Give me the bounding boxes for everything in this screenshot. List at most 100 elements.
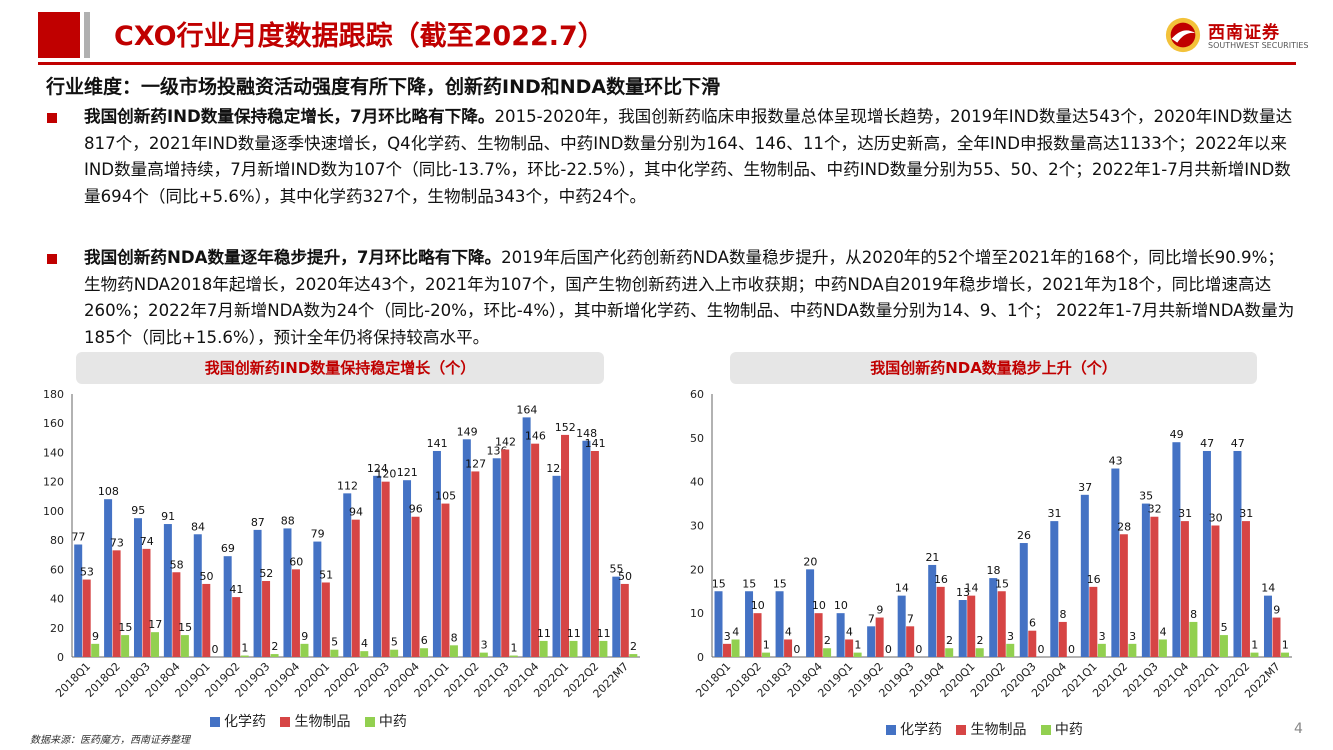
bar-化学药-2021Q1 (432, 450, 441, 657)
bullet-marker-icon (47, 254, 57, 264)
bar-生物制品-2020Q3 (1028, 630, 1037, 657)
data-label: 16 (934, 573, 948, 586)
bar-化学药-2019Q2 (223, 556, 232, 657)
y-tick-label: 160 (43, 417, 64, 430)
data-label: 3 (481, 639, 488, 652)
ind-legend: 化学药 生物制品 中药 (200, 711, 407, 731)
bar-化学药-2022M7 (612, 576, 621, 657)
bar-化学药-2020Q1 (313, 541, 322, 657)
data-label: 10 (751, 599, 765, 612)
bar-生物制品-2022M7 (620, 583, 629, 657)
data-label: 1 (854, 639, 861, 652)
bar-化学药-2020Q4 (403, 480, 412, 657)
legend-label-bio: 生物制品 (970, 722, 1027, 738)
bar-化学药-2020Q3 (373, 475, 382, 657)
bar-中药-2018Q4 (823, 648, 832, 657)
data-label: 11 (567, 627, 581, 640)
bar-中药-2020Q1 (975, 648, 984, 657)
data-label: 121 (397, 466, 418, 479)
bar-生物制品-2022Q1 (1211, 525, 1220, 657)
data-label: 2 (630, 640, 637, 653)
bar-中药-2021Q4 (1189, 621, 1198, 657)
data-label: 32 (1148, 503, 1162, 516)
bar-生物制品-2019Q4 (291, 569, 300, 657)
data-label: 0 (793, 643, 800, 656)
data-label: 60 (289, 555, 303, 568)
data-label: 1 (510, 642, 517, 655)
bar-化学药-2022Q1 (1202, 450, 1211, 657)
bullet-nda-text: 2019年后国产化药创新药NDA数量稳步提升，从2020年的52个增至2021年… (84, 248, 1295, 347)
data-label: 9 (876, 604, 883, 617)
bar-生物制品-2018Q4 (814, 613, 823, 657)
bar-化学药-2018Q4 (163, 524, 172, 657)
data-label: 108 (98, 485, 119, 498)
legend-label-bio: 生物制品 (294, 714, 351, 730)
data-label: 8 (1190, 608, 1197, 621)
data-label: 9 (92, 630, 99, 643)
data-label: 0 (885, 643, 892, 656)
data-label: 1 (763, 639, 770, 652)
data-label: 2 (271, 640, 278, 653)
bar-生物制品-2020Q1 (967, 595, 976, 657)
bar-化学药-2019Q1 (836, 613, 845, 657)
y-tick-label: 50 (690, 432, 704, 445)
bar-化学药-2018Q3 (133, 518, 142, 657)
bar-化学药-2018Q1 (714, 591, 723, 657)
data-label: 3 (724, 630, 731, 643)
y-tick-label: 80 (50, 534, 64, 547)
data-label: 6 (1029, 617, 1036, 630)
bar-生物制品-2020Q1 (321, 582, 330, 657)
data-label: 51 (319, 568, 333, 581)
bar-化学药-2022M7 (1263, 595, 1272, 657)
bar-中药-2020Q2 (360, 651, 369, 657)
bar-中药-2022Q1 (1219, 635, 1228, 657)
bar-中药-2021Q1 (449, 645, 458, 657)
data-label: 87 (251, 516, 265, 529)
data-label: 16 (1087, 573, 1101, 586)
logo-emblem-icon (1165, 17, 1201, 53)
bar-生物制品-2020Q4 (1058, 621, 1067, 657)
bar-生物制品-2021Q2 (471, 471, 480, 657)
y-tick-label: 20 (690, 563, 704, 576)
data-label: 105 (435, 490, 456, 503)
data-label: 21 (925, 551, 939, 564)
data-label: 124 (367, 462, 388, 475)
data-label: 95 (131, 504, 145, 517)
header-divider (38, 62, 1296, 65)
data-label: 0 (915, 643, 922, 656)
data-label: 1 (241, 642, 248, 655)
bar-中药-2021Q3 (509, 655, 518, 657)
bar-化学药-2020Q2 (989, 578, 998, 657)
data-label: 2 (824, 634, 831, 647)
bar-化学药-2022Q1 (552, 475, 561, 657)
bar-化学药-2018Q1 (74, 544, 83, 657)
bar-生物制品-2018Q3 (142, 548, 151, 657)
data-label: 47 (1200, 437, 1214, 450)
bar-中药-2020Q3 (390, 649, 399, 657)
data-label: 15 (773, 577, 787, 590)
bar-生物制品-2021Q3 (501, 449, 510, 657)
data-label: 142 (495, 436, 516, 449)
data-label: 141 (427, 437, 448, 450)
bar-中药-2019Q3 (270, 654, 279, 657)
data-label: 0 (1038, 643, 1045, 656)
bullet-marker-icon (47, 113, 57, 123)
bar-中药-2018Q4 (180, 635, 189, 657)
page-title: CXO行业月度数据跟踪（截至2022.7） (114, 21, 605, 52)
section-subtitle: 行业维度：一级市场投融资活动强度有所下降，创新药IND和NDA数量环比下滑 (46, 76, 721, 98)
bar-生物制品-2019Q1 (845, 639, 854, 657)
bar-生物制品-2018Q2 (112, 550, 121, 657)
data-label: 3 (1099, 630, 1106, 643)
y-tick-label: 60 (690, 388, 704, 401)
bar-中药-2022Q1 (569, 640, 578, 657)
data-label: 96 (409, 503, 423, 516)
bar-化学药-2021Q2 (1111, 468, 1120, 657)
data-label: 10 (812, 599, 826, 612)
data-label: 0 (212, 643, 219, 656)
data-label: 2 (976, 634, 983, 647)
data-label: 14 (895, 582, 909, 595)
data-label: 15 (995, 577, 1009, 590)
logo-text: 西南证券 (1208, 23, 1280, 43)
bar-生物制品-2018Q2 (753, 613, 762, 657)
